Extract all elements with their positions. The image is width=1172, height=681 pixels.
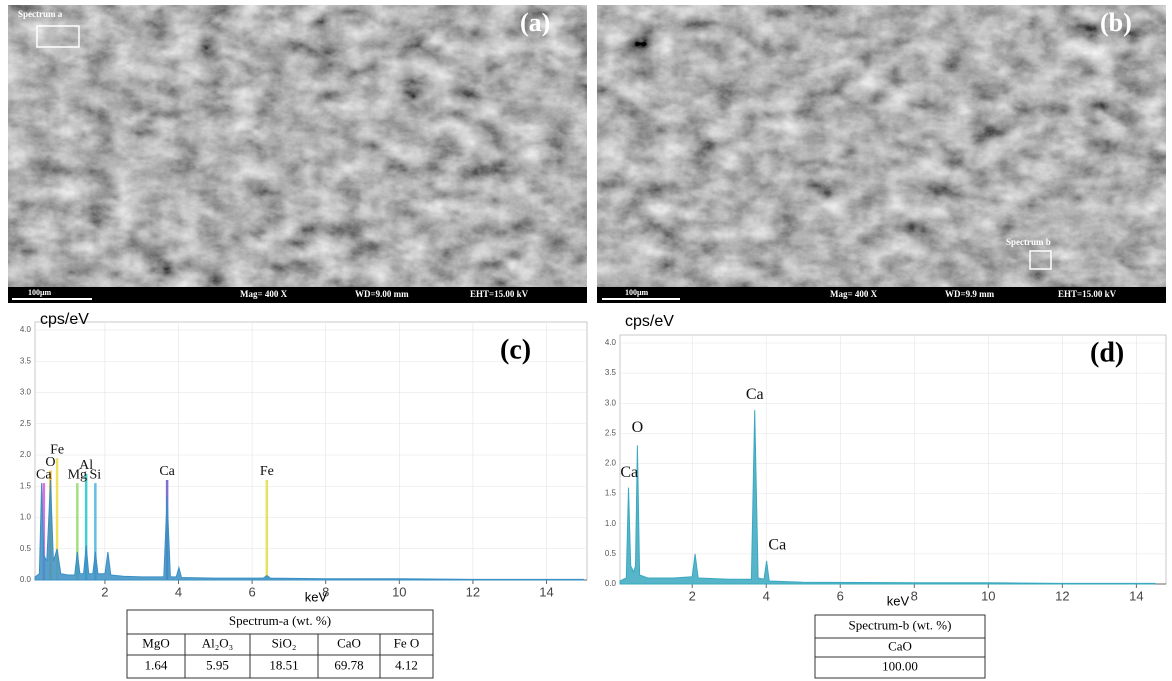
table-header: Al₂O₃ [202,635,233,650]
x-tick-label: 12 [466,584,480,599]
y-tick-label: 0.5 [605,549,617,558]
x-tick-label: 2 [689,588,696,603]
y-tick-label: 1.5 [605,489,617,498]
spectrum-label: Spectrum b [1006,237,1051,247]
y-tick-label: 4.0 [605,338,617,347]
x-tick-label: 10 [981,588,995,603]
scale-bar-label: 100μm [28,288,52,297]
figure: (a) Spectrum a 100μm Mag= 400 X WD=9.00 … [0,0,1172,681]
table-caption: Spectrum-a (wt. %) [229,613,331,628]
eht: EHT=15.00 kV [1058,289,1117,299]
table-value: 100.00 [882,658,918,673]
x-tick-label: 14 [539,584,553,599]
y-tick-label: 3.5 [20,356,32,365]
y-tick-label: 0.0 [20,575,32,584]
x-tick-label: 4 [175,584,182,599]
panel-label: (d) [1090,337,1124,368]
sem-panel-b: (b) Spectrum b 100μm Mag= 400 X WD=9.9 m… [597,5,1166,303]
sem-image [8,5,587,287]
y-tick-label: 1.5 [20,481,32,490]
y-tick-label: 3.0 [605,398,617,407]
panel-label: (b) [1100,8,1132,37]
x-tick-label: 2 [101,584,108,599]
y-tick-label: 0.0 [605,579,617,588]
x-tick-label: 12 [1055,588,1069,603]
y-tick-label: 1.0 [605,519,617,528]
table-header: CaO [888,638,912,653]
y-tick-label: 4.0 [20,325,32,334]
peak-label: Ca [620,464,638,481]
peak-label: Ca [746,386,764,403]
table-value: 4.12 [395,657,418,672]
y-tick-label: 2.0 [605,459,617,468]
panel-label: (a) [520,8,550,37]
x-tick-label: 6 [837,588,844,603]
spectrum-label: Spectrum a [18,9,63,19]
composition-table: Spectrum-b (wt. %) CaO 100.00 [815,615,985,678]
table-header: MgO [142,635,169,650]
eht: EHT=15.00 kV [470,289,529,299]
mag: Mag= 400 X [240,289,288,299]
table-value: 5.95 [206,657,229,672]
table-value: 1.64 [145,657,168,672]
peak-label: Fe [260,464,274,479]
sem-image [597,5,1166,287]
y-tick-label: 2.5 [20,419,32,428]
x-tick-label: 10 [392,584,406,599]
x-tick-label: 4 [763,588,770,603]
y-axis-label: cps/eV [625,313,674,330]
peak-label: Ca [768,537,786,554]
peak-label: Si [90,467,102,482]
peak-label: O [632,419,644,436]
spectrum-chart: 0.0 0.5 1.0 1.5 2.0 2.5 3.0 3.5 4.0 2 4 6 8 10 12 14 O Ca… [605,313,1166,678]
table-caption: Spectrum-b (wt. %) [849,617,952,632]
y-tick-label: 2.5 [605,428,617,437]
x-tick-label: 6 [249,584,256,599]
y-tick-label: 1.0 [20,513,32,522]
wd: WD=9.00 mm [355,289,409,299]
table-header: SiO₂ [272,635,297,650]
y-axis-label: cps/eV [40,311,89,328]
table-value: 69.78 [334,657,363,672]
sem-panel-a: (a) Spectrum a 100μm Mag= 400 X WD=9.00 … [8,5,587,303]
panel-label: (c) [500,334,531,365]
y-tick-label: 2.0 [20,450,32,459]
table-header: Fe O [394,635,420,650]
mag: Mag= 400 X [830,289,878,299]
peak-label: Ca [159,464,175,479]
composition-table: Spectrum-a (wt. %) MgO Al₂O₃ SiO₂ CaO Fe O 1.6… [127,610,433,678]
x-tick-label: 14 [1129,588,1143,603]
x-axis-label: keV [887,593,910,608]
y-tick-label: 0.5 [20,544,32,553]
plot-frame [620,335,1166,584]
y-tick-label: 3.5 [605,368,617,377]
table-value: 18.51 [269,657,298,672]
wd: WD=9.9 mm [945,289,995,299]
y-tick-label: 3.0 [20,388,32,397]
table-header: CaO [337,635,361,650]
x-tick-label: 8 [911,588,918,603]
x-axis-label: keV [305,589,328,604]
peak-label: Fe [50,442,64,457]
scale-bar-label: 100μm [625,288,649,297]
